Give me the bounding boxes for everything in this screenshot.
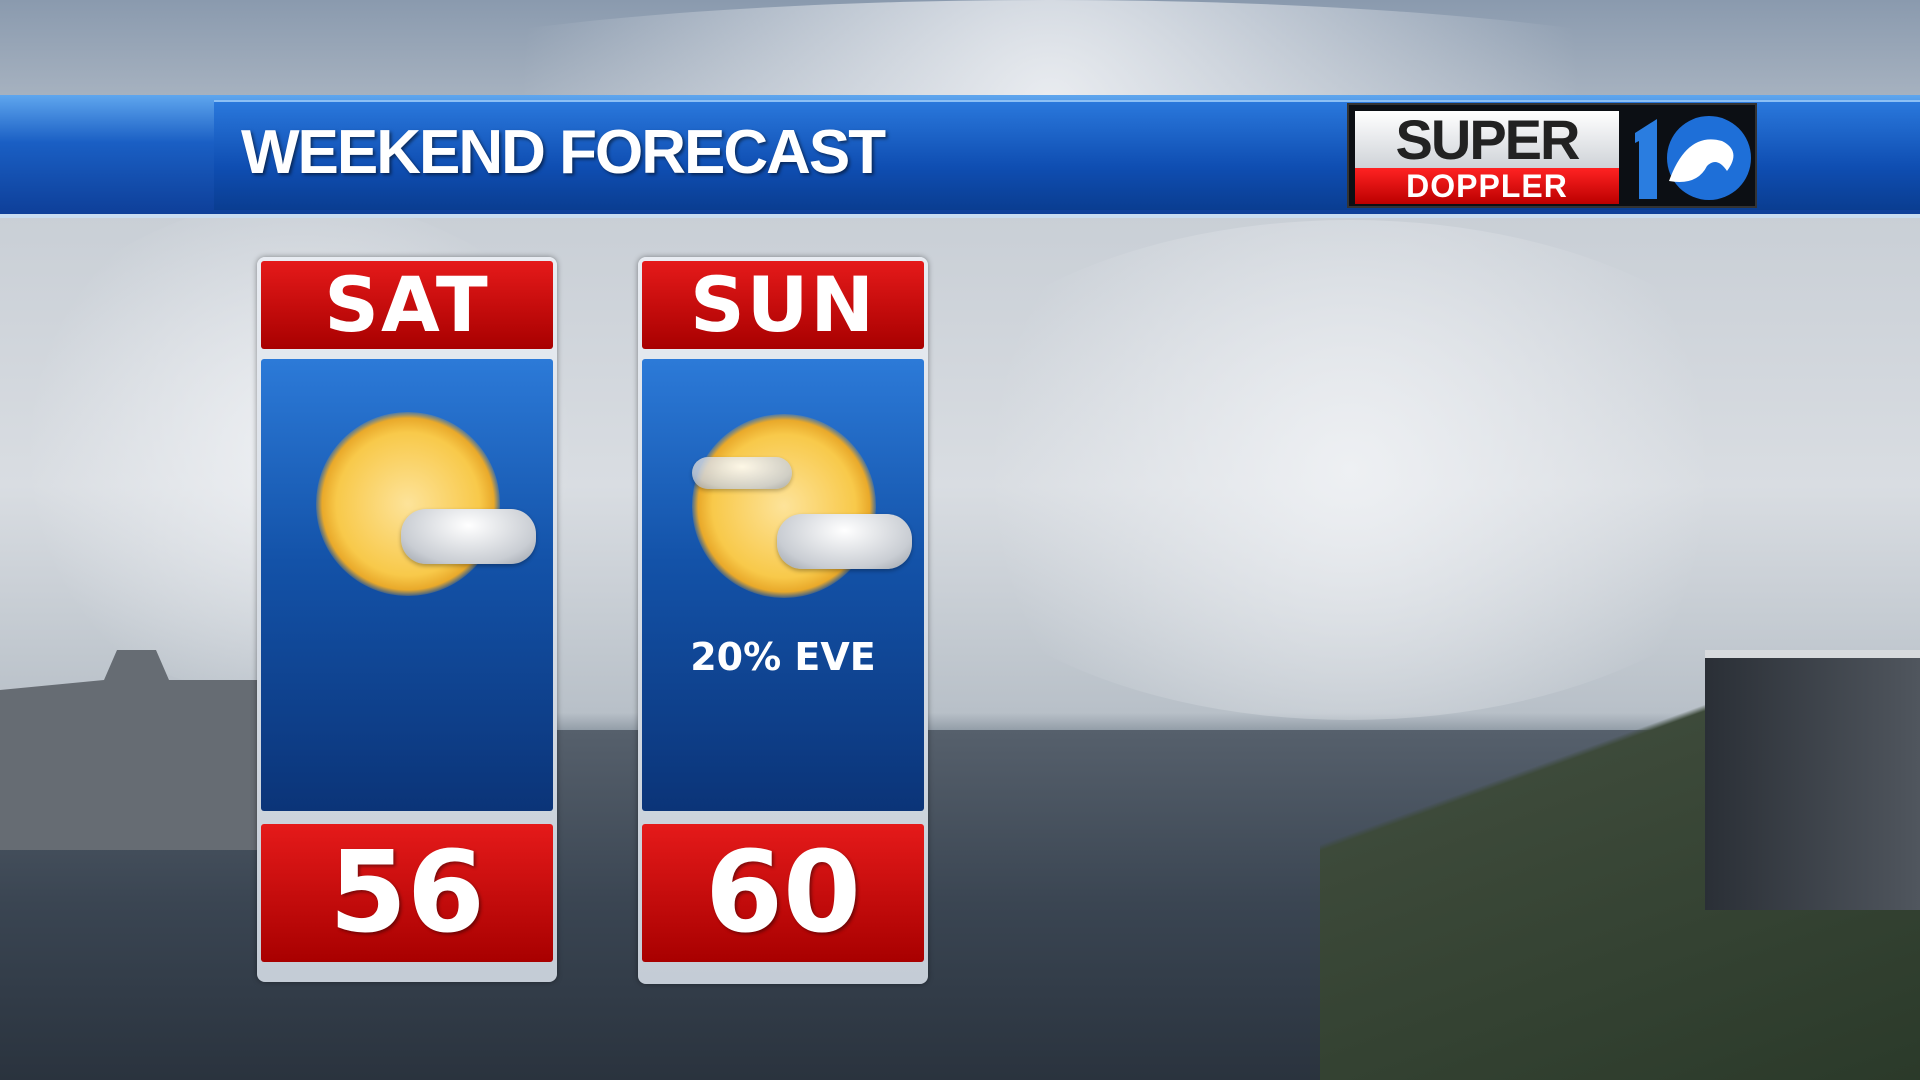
weather-panel	[261, 359, 553, 811]
high-temp: 56	[261, 824, 553, 962]
sun-icon	[316, 412, 500, 596]
background-cloud	[900, 220, 1800, 720]
high-temp: 60	[642, 824, 924, 962]
sun-icon	[692, 414, 876, 598]
cloud-icon	[777, 514, 912, 569]
forecast-card-sun: SUN 20% EVE 60	[638, 257, 928, 984]
weather-panel: 20% EVE	[642, 359, 924, 811]
logo-doppler: DOPPLER	[1355, 168, 1619, 204]
cloud-icon	[401, 509, 536, 564]
logo-super: SUPER	[1355, 111, 1619, 168]
page-title: WEEKEND FORECAST	[241, 118, 886, 187]
forecast-card-sat: SAT 56	[257, 257, 557, 982]
station-logo: SUPER DOPPLER	[1347, 103, 1757, 208]
cloud-icon	[692, 457, 792, 489]
navy-ship	[0, 650, 260, 850]
precip-note: 20% EVE	[690, 635, 876, 679]
office-building	[1705, 650, 1920, 910]
day-label: SAT	[261, 261, 553, 349]
day-label: SUN	[642, 261, 924, 349]
channel-10-wave-icon	[1635, 116, 1751, 200]
